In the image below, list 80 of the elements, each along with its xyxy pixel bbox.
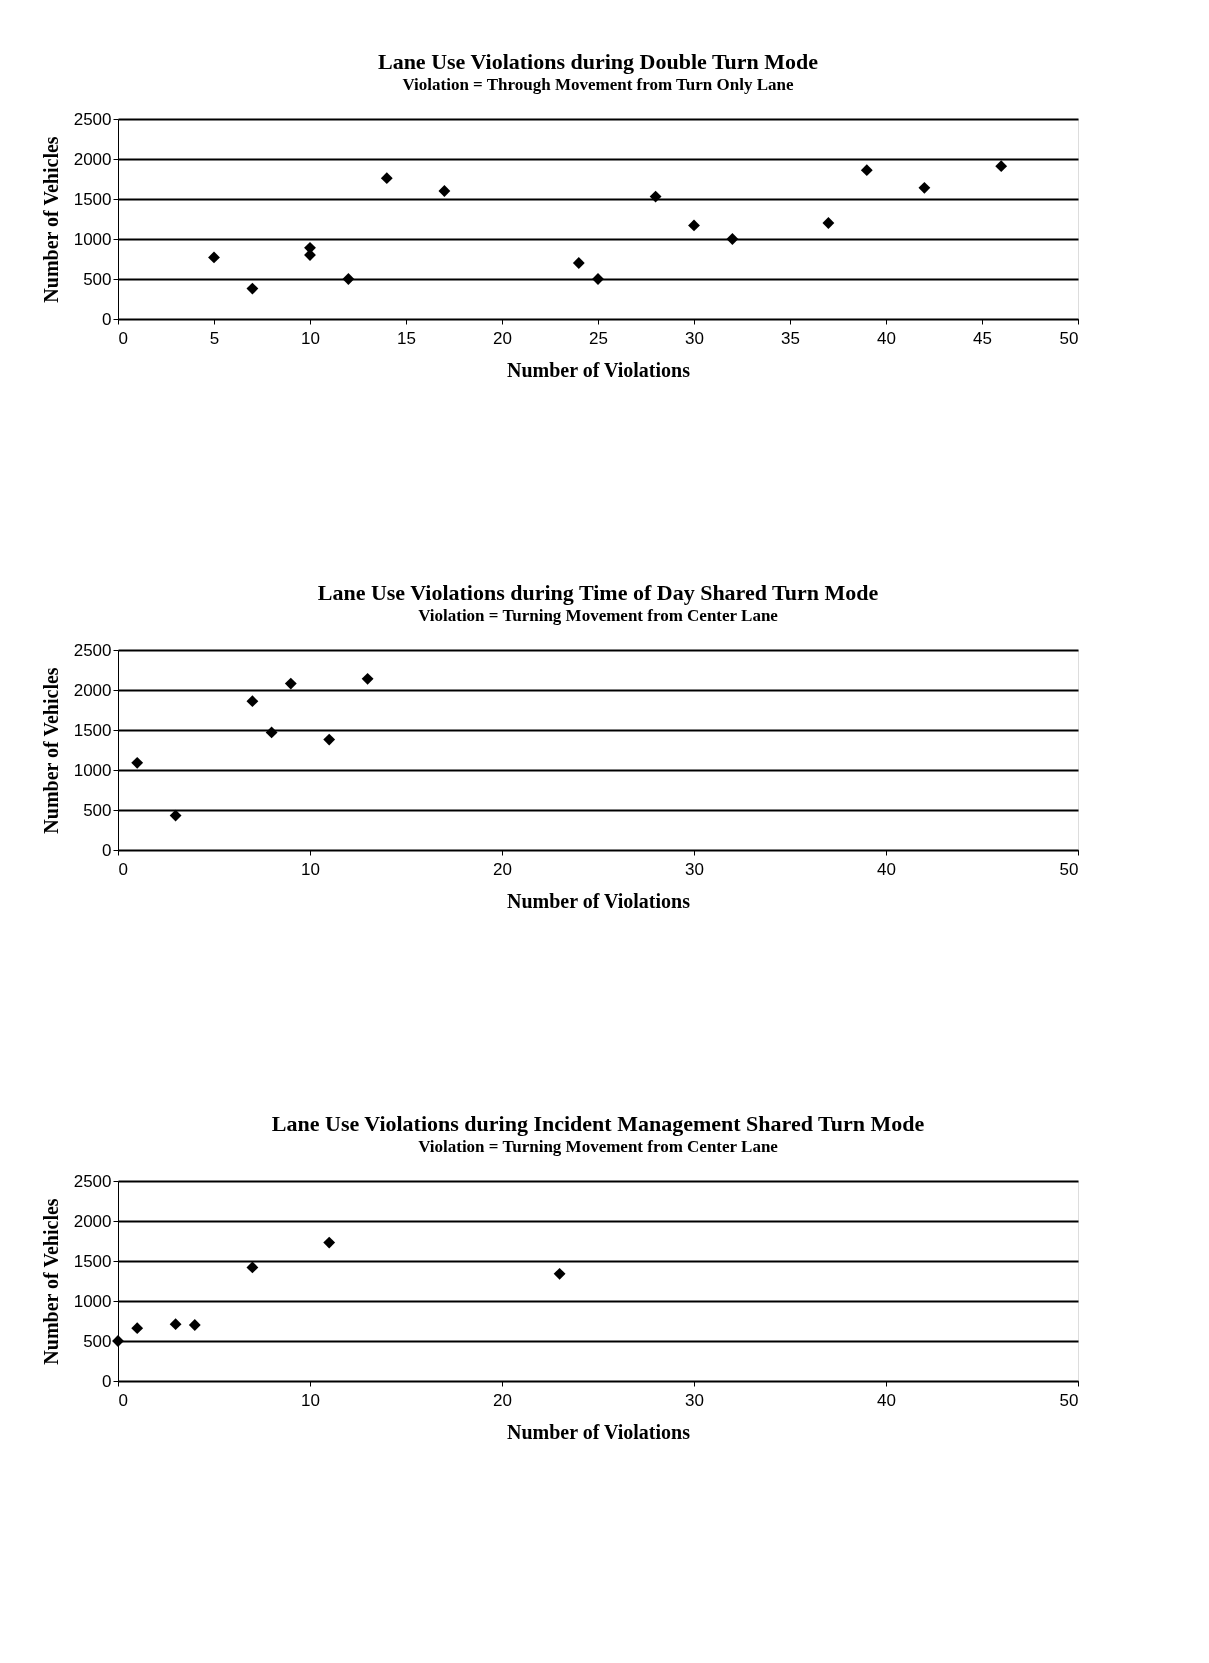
x-tick-label: 30 [685,1390,704,1410]
y-axis-title: Number of Vehicles [39,1198,62,1365]
y-tick-label: 1500 [73,189,112,209]
x-tick-label: 10 [301,859,320,879]
point [208,251,220,264]
y-axis-title: Number of Vehicles [39,667,62,834]
y-tick-label: 1500 [73,1251,112,1271]
x-tick-label: 20 [493,859,512,879]
x-tick-label: 50 [1059,1390,1079,1410]
y-tick-label: 1000 [73,760,112,780]
x-tick-label: 35 [781,328,800,348]
y-tick-label: 500 [83,800,112,820]
y-tick-label: 1500 [73,720,112,740]
point [380,172,393,185]
x-tick-label: 20 [493,1390,512,1410]
x-tick-label: 45 [973,328,992,348]
x-tick-label: 40 [877,1390,896,1410]
x-tick-label: 5 [209,328,220,348]
x-axis-title: Number of Violations [507,889,691,912]
y-tick-label: 1000 [73,1291,112,1311]
chart-title: Lane Use Violations during Double Turn Mode [377,49,819,74]
point [438,185,451,197]
point [323,733,336,746]
x-axis-title: Number of Violations [507,1420,691,1443]
x-tick-label: 25 [589,328,608,348]
point [323,1236,336,1249]
y-tick-label: 0 [102,309,112,329]
point [265,726,278,739]
point [131,756,144,769]
point [112,1335,124,1347]
point [131,1322,144,1335]
y-tick-label: 2000 [73,680,112,700]
chart-title: Lane Use Violations during Time of Day Shared Turn Mode [317,580,879,605]
point [995,160,1008,173]
point [918,181,931,194]
x-tick-label: 10 [301,1390,320,1410]
x-tick-label: 0 [118,859,128,879]
point [284,677,297,690]
y-tick-label: 2000 [73,1211,112,1231]
x-tick-label: 20 [493,328,512,348]
point [169,809,182,822]
chart-title: Lane Use Violations during Incident Management Shared Turn Mode [271,1111,925,1136]
chart-subtitle: Violation = Turning Movement from Center Lane [418,1137,779,1156]
chart-subtitle: Violation = Through Movement from Turn Only Lane [402,75,795,94]
point [553,1267,566,1280]
chart-subtitle: Violation = Turning Movement from Center Lane [418,606,779,625]
y-tick-label: 0 [102,1371,112,1391]
point [246,282,259,295]
x-tick-label: 50 [1059,859,1079,879]
x-tick-label: 0 [118,328,128,348]
x-tick-label: 30 [685,859,704,879]
x-tick-label: 50 [1059,328,1079,348]
point [361,672,374,685]
point [649,190,662,203]
y-tick-label: 1000 [73,229,112,249]
point [860,164,873,177]
x-tick-label: 40 [877,859,896,879]
point [822,217,835,229]
point [246,1261,259,1274]
x-axis-title: Number of Violations [507,358,691,381]
point [688,219,700,232]
y-tick-label: 500 [83,1331,112,1351]
x-tick-label: 15 [397,328,416,348]
x-tick-label: 10 [301,328,320,348]
y-tick-label: 0 [102,840,112,860]
point [342,273,355,285]
y-axis-title: Number of Vehicles [39,136,62,303]
point [169,1318,182,1331]
point [246,695,259,708]
point [726,233,739,245]
point [572,257,585,269]
y-tick-label: 2500 [73,1171,112,1191]
y-tick-label: 2500 [73,640,112,660]
x-tick-label: 30 [685,328,704,348]
point [188,1319,201,1331]
x-tick-label: 0 [118,1390,128,1410]
y-tick-label: 2000 [73,149,112,169]
y-tick-label: 2500 [73,109,112,129]
y-tick-label: 500 [83,269,112,289]
x-tick-label: 40 [877,328,896,348]
